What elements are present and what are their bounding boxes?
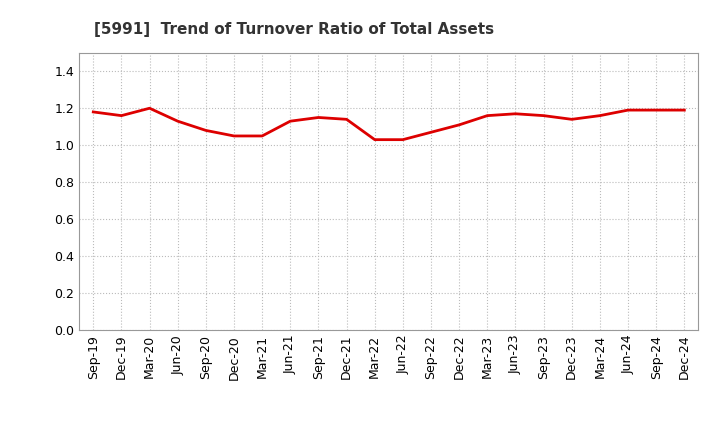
Text: [5991]  Trend of Turnover Ratio of Total Assets: [5991] Trend of Turnover Ratio of Total … <box>94 22 494 37</box>
